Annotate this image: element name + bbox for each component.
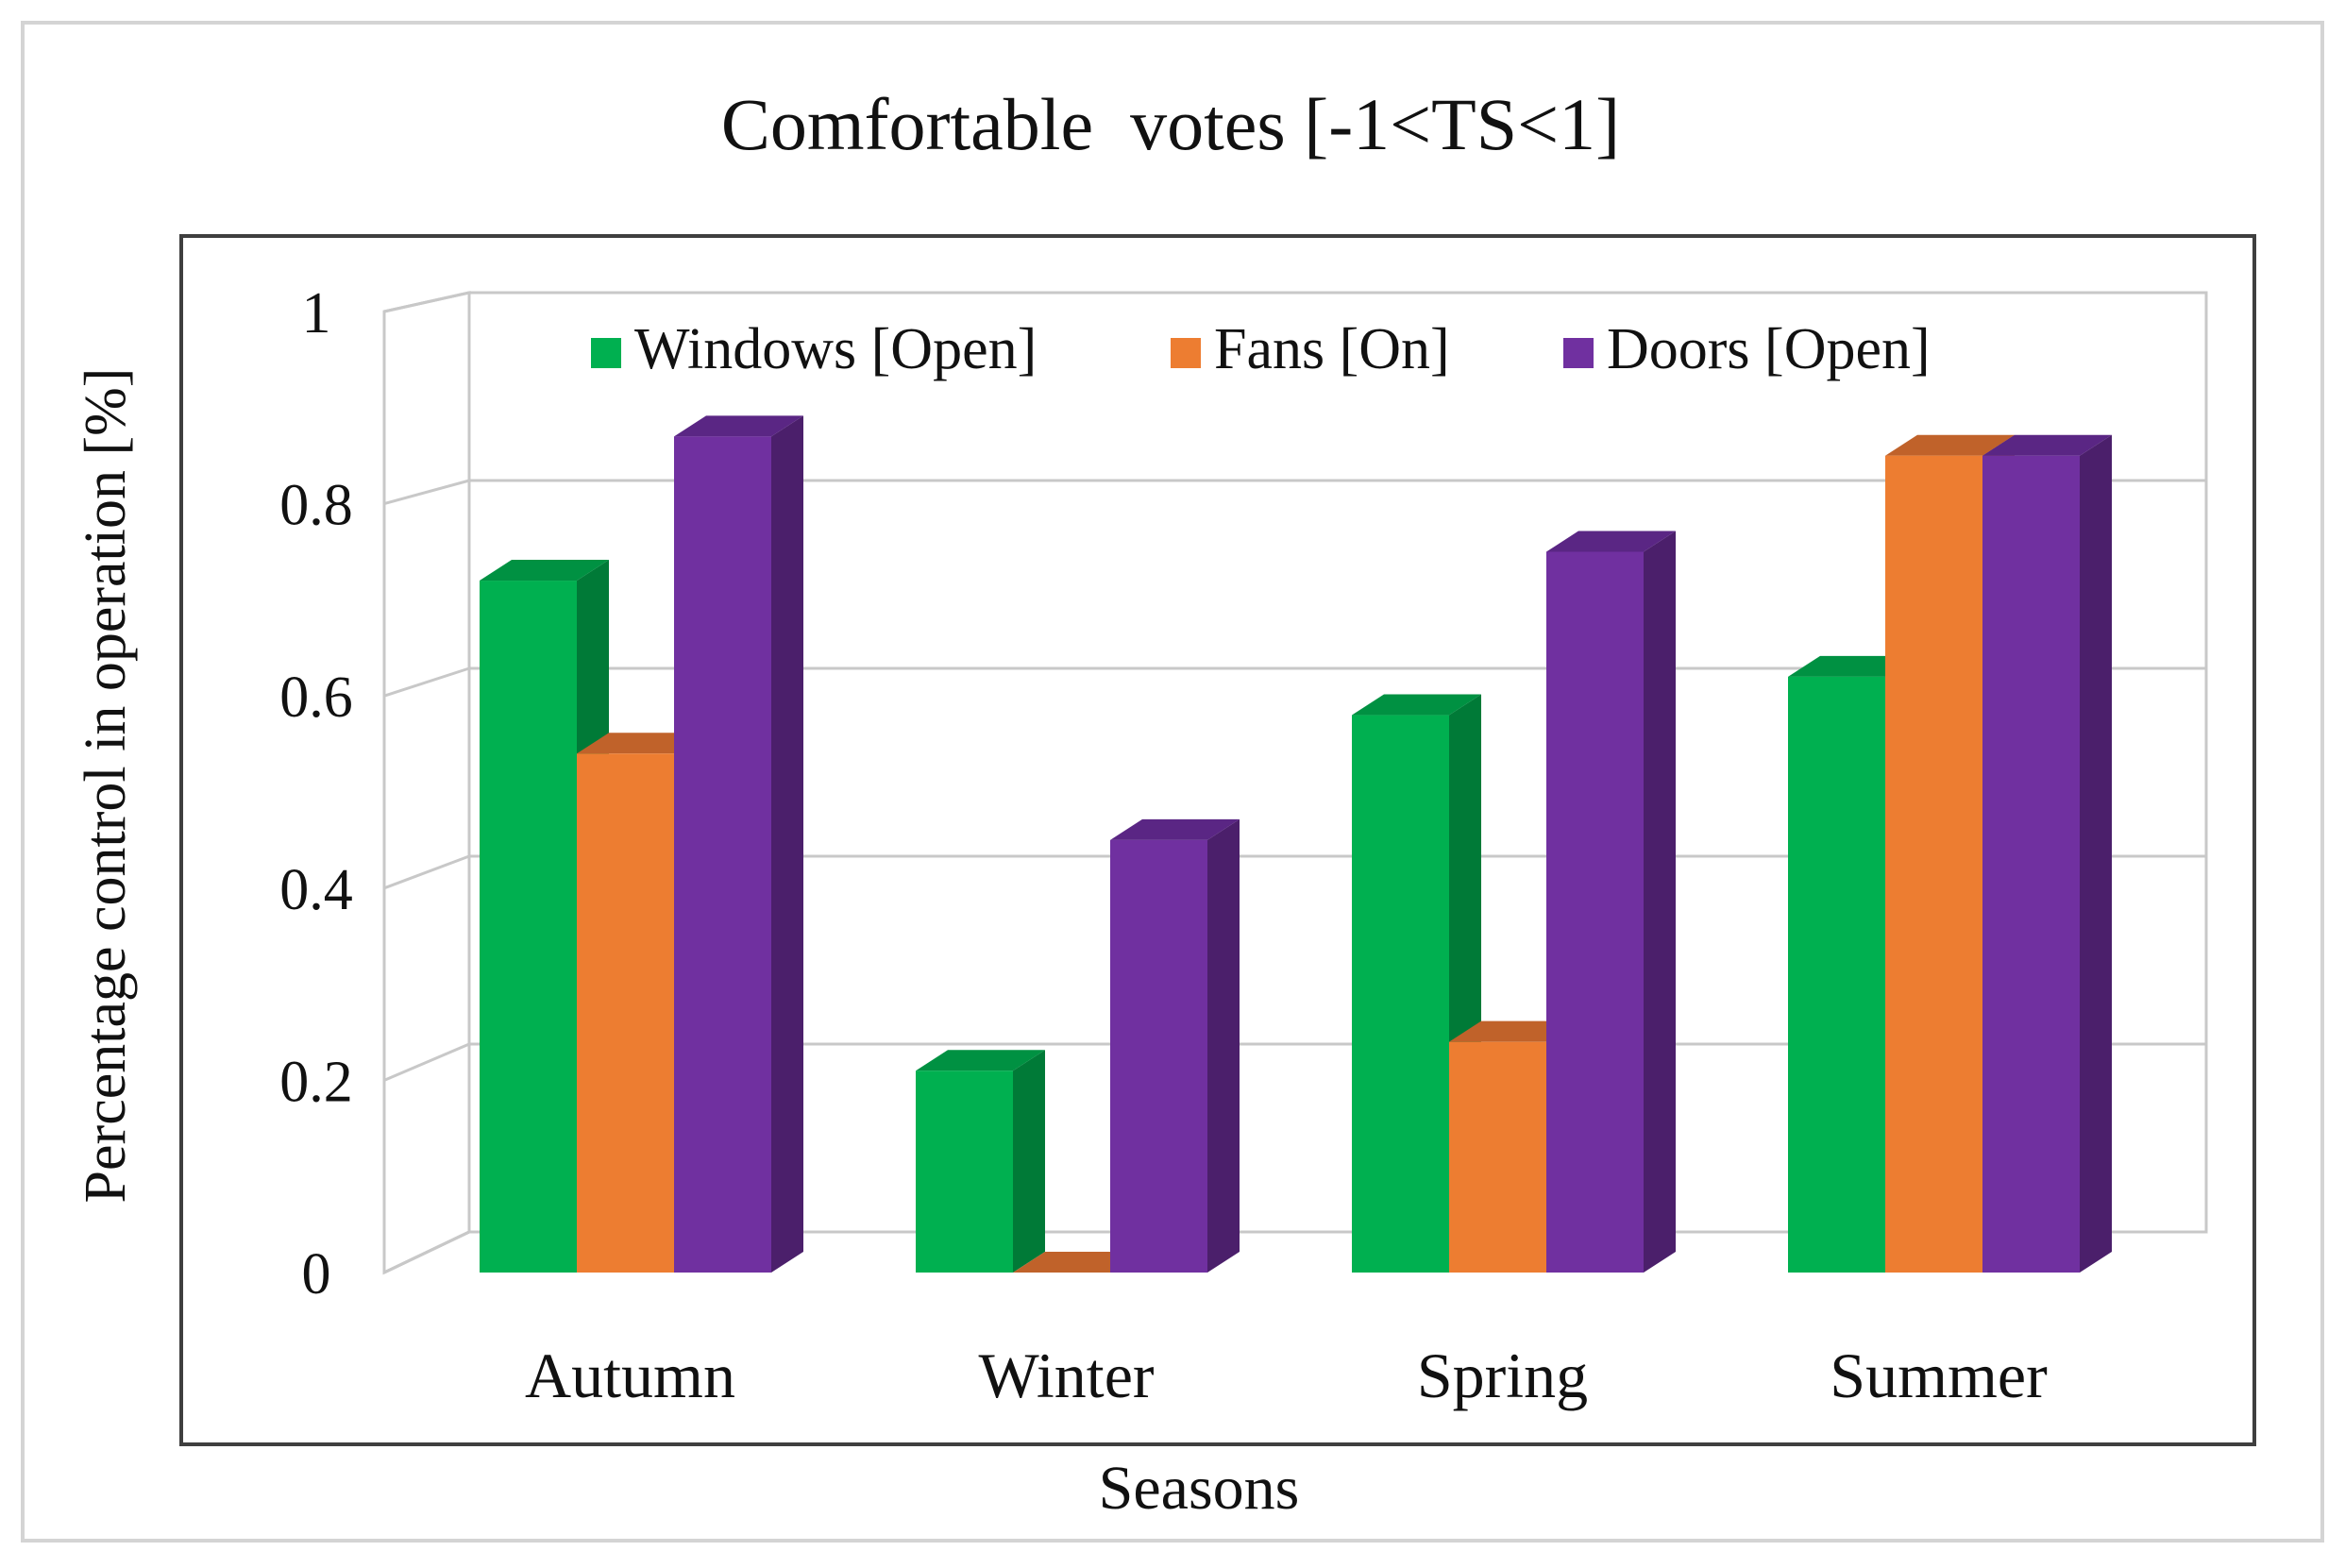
x-label-summer: Summer <box>1830 1340 2048 1411</box>
bar-top-winter-fans <box>1013 1252 1142 1273</box>
y-tick-0: 0 <box>302 1242 331 1307</box>
legend-swatch-doors <box>1563 338 1594 368</box>
bar-top-summer-doors <box>1982 434 2112 456</box>
y-tick-4: 0.8 <box>279 474 353 538</box>
y-tick-1: 0.2 <box>279 1050 353 1114</box>
x-category-labels: Autumn Winter Spring Summer <box>525 1340 2048 1411</box>
x-label-autumn: Autumn <box>525 1340 735 1411</box>
bar-winter-doors <box>1110 839 1207 1273</box>
bar-top-autumn-windows <box>480 560 609 582</box>
legend-swatch-windows <box>591 338 621 368</box>
y-axis-title: Percentage control in operation [%] <box>74 368 138 1204</box>
bar-side-spring-doors <box>1644 531 1676 1273</box>
y-tick-labels: 0 0.2 0.4 0.6 0.8 1 <box>279 281 353 1307</box>
bar-top-spring-windows <box>1352 694 1481 716</box>
bar-autumn-fans <box>577 753 674 1273</box>
bar-side-winter-windows <box>1013 1050 1045 1273</box>
y-tick-2: 0.4 <box>279 858 353 922</box>
legend-swatch-fans <box>1171 338 1201 368</box>
x-axis-title: Seasons <box>1099 1454 1300 1523</box>
bar-summer-fans <box>1885 455 1982 1273</box>
legend-label-fans: Fans [On] <box>1214 317 1450 381</box>
y-tick-3: 0.6 <box>279 666 353 730</box>
bar-top-summer-fans <box>1885 434 2015 456</box>
x-label-winter: Winter <box>978 1340 1154 1411</box>
bar-top-spring-fans <box>1449 1020 1578 1042</box>
bar-spring-fans <box>1449 1041 1546 1273</box>
y-tick-5: 1 <box>302 281 331 346</box>
bars-layer <box>480 415 2112 1273</box>
gridline-side-5 <box>383 291 470 313</box>
bar-top-winter-doors <box>1110 818 1240 840</box>
bar-spring-windows <box>1352 715 1449 1273</box>
legend: Windows [Open] Fans [On] Doors [Open] <box>591 317 1931 381</box>
bar-autumn-doors <box>674 436 771 1273</box>
bar-summer-windows <box>1788 676 1885 1273</box>
gridline-side-0 <box>383 1230 470 1274</box>
legend-label-doors: Doors [Open] <box>1607 317 1931 381</box>
bar-top-autumn-fans <box>577 733 706 754</box>
bar-spring-doors <box>1546 551 1644 1273</box>
gridline-side-2 <box>383 854 470 890</box>
bar-top-winter-windows <box>916 1050 1045 1071</box>
x-label-spring: Spring <box>1417 1340 1588 1411</box>
legend-label-windows: Windows [Open] <box>634 317 1037 381</box>
bar-summer-doors <box>1982 455 2080 1273</box>
bar-autumn-windows <box>480 581 577 1273</box>
bar-side-winter-doors <box>1207 818 1240 1273</box>
gridline-side-1 <box>383 1042 470 1082</box>
bar-top-spring-doors <box>1546 531 1676 552</box>
bar-top-autumn-doors <box>674 415 803 437</box>
gridline-side-4 <box>383 479 470 506</box>
bar-winter-windows <box>916 1071 1013 1273</box>
bar-side-summer-doors <box>2080 434 2112 1273</box>
bar-top-summer-windows <box>1788 655 1917 677</box>
bar-side-autumn-doors <box>771 415 803 1273</box>
chart-title: Comfortable votes [-1<TS<1] <box>721 83 1620 165</box>
gridline-side-3 <box>383 666 470 698</box>
